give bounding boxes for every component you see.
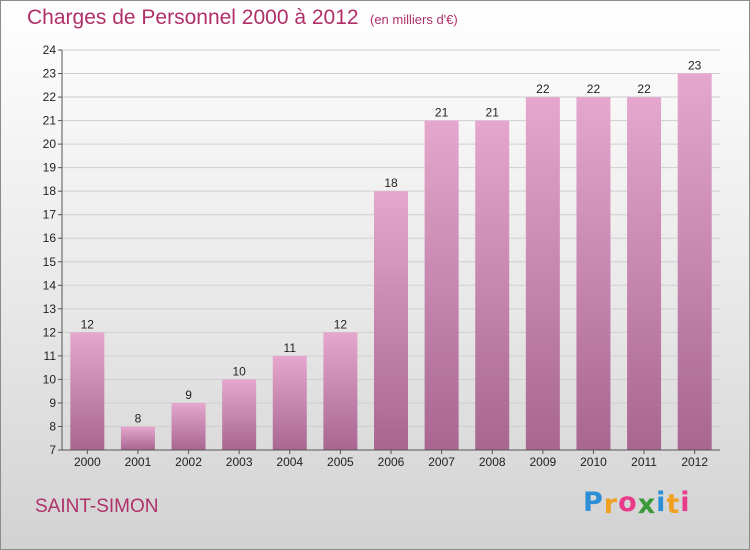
y-tick-label: 11 [44,349,57,363]
bar [525,97,560,450]
y-tick-label: 14 [43,278,57,292]
y-tick-label: 7 [49,443,56,457]
y-tick-label: 18 [43,184,57,198]
x-tick-label: 2011 [631,455,657,469]
bar-value-label: 22 [587,82,601,96]
bar [576,97,611,450]
bar [374,191,408,451]
proxiti-logo: Proxiti [583,487,691,520]
y-tick-label: 10 [43,372,57,386]
chart-title: Charges de Personnel 2000 à 2012 [27,6,359,29]
y-tick-label: 16 [43,231,57,245]
logo-letter: i [680,487,691,518]
x-tick-label: 2005 [327,455,354,469]
bar [272,355,307,450]
x-tick-label: 2003 [226,455,253,469]
bar [475,120,510,451]
bar [424,120,459,451]
x-tick-label: 2000 [74,455,101,469]
logo-letter: t [666,489,681,520]
x-tick-label: 2012 [681,455,708,469]
x-tick-label: 2004 [276,455,303,469]
y-tick-label: 15 [43,255,57,269]
bar-value-label: 18 [384,176,398,190]
bar-value-label: 8 [135,411,142,425]
bar [171,402,206,450]
y-tick-label: 17 [43,208,57,222]
x-tick-label: 2006 [378,455,405,469]
x-tick-label: 2001 [125,455,152,469]
bar [222,379,257,450]
y-tick-label: 24 [43,43,57,57]
y-tick-label: 8 [49,419,56,433]
x-tick-label: 2007 [428,455,455,469]
x-tick-label: 2002 [175,455,202,469]
chart-subtitle: (en milliers d'€) [370,12,458,27]
bar-value-label: 11 [284,341,297,355]
bar-value-label: 22 [637,82,651,96]
bar-value-label: 12 [334,317,348,331]
y-tick-label: 21 [43,114,57,128]
x-tick-label: 2010 [580,455,607,469]
bar-value-label: 22 [536,82,550,96]
y-tick-label: 9 [49,396,56,410]
bar-value-label: 12 [81,317,95,331]
bar-value-label: 21 [435,106,449,120]
place-name: SAINT-SIMON [35,496,159,517]
y-tick-label: 13 [43,302,57,316]
bar [677,73,712,450]
y-tick-label: 23 [43,67,57,81]
bar [323,332,358,450]
y-tick-label: 19 [43,161,57,175]
logo-letter: P [583,487,604,518]
x-tick-label: 2009 [529,455,556,469]
bar-value-label: 9 [185,388,192,402]
logo-letter: i [656,487,667,518]
logo-letter: x [637,489,657,520]
y-tick-label: 12 [43,325,57,339]
logo-letter: r [603,489,619,520]
bar [627,97,662,450]
y-tick-label: 20 [43,137,57,151]
bar-value-label: 10 [232,364,246,378]
bar [70,332,105,450]
x-tick-label: 2008 [479,455,506,469]
bar-value-label: 23 [688,59,702,73]
logo-letter: o [618,487,638,518]
y-tick-label: 22 [43,90,57,104]
bar [120,426,155,450]
bar-value-label: 21 [486,106,500,120]
